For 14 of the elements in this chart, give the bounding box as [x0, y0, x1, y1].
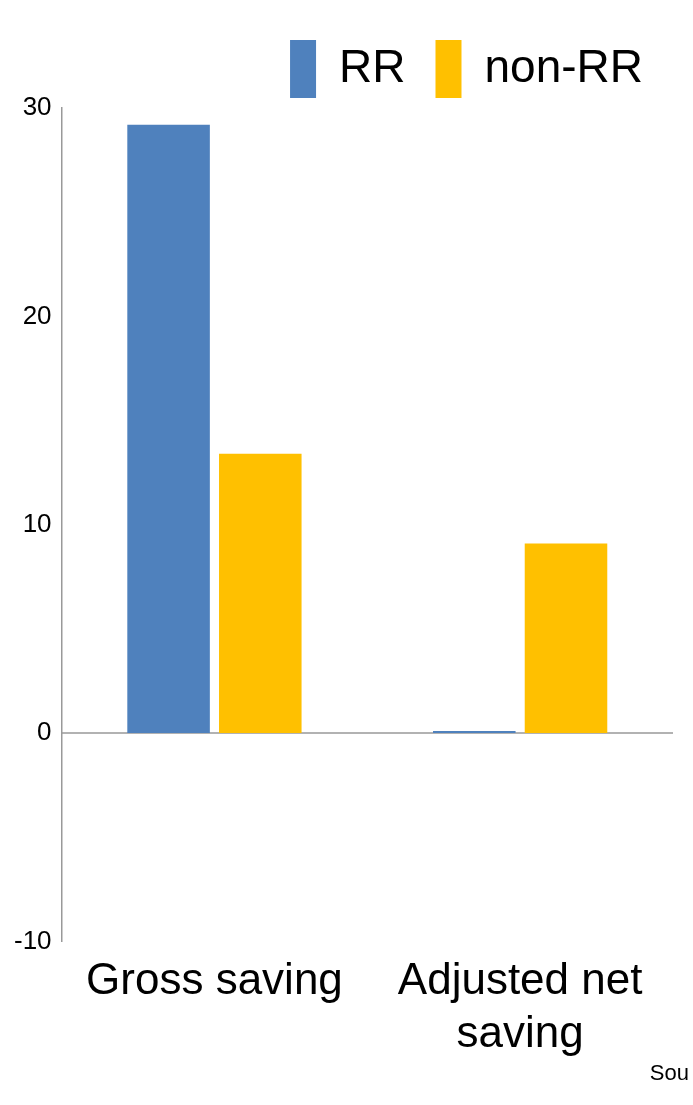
bar: [219, 453, 302, 734]
bar: [524, 543, 608, 734]
y-tick-label: 20: [22, 299, 52, 330]
legend-label: non-RR: [484, 39, 644, 92]
bar: [433, 730, 516, 734]
y-tick-label: 10: [22, 507, 52, 538]
text: Sou: [649, 1060, 689, 1086]
x-tick-label: Gross saving: [86, 953, 343, 1003]
bar: [127, 124, 210, 734]
legend-label: RR: [339, 39, 406, 92]
y-tick-label: 0: [37, 716, 52, 747]
y-tick-label: 30: [22, 91, 52, 122]
y-tick-label: -10: [14, 924, 52, 955]
x-tick-label: Adjusted net saving: [397, 953, 643, 1056]
